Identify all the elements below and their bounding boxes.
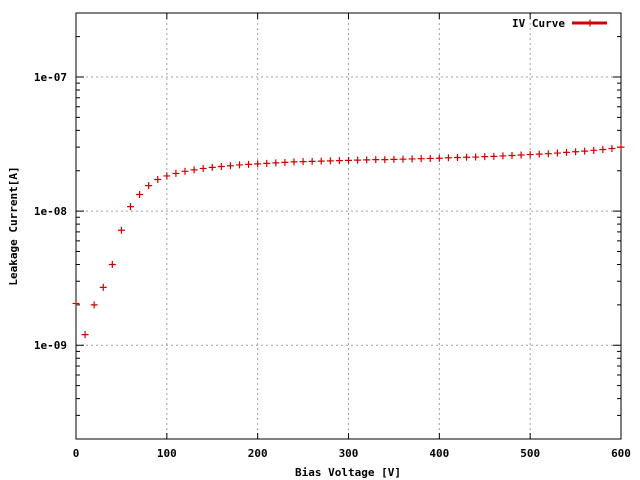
legend-marker <box>586 19 594 27</box>
data-point <box>81 331 89 339</box>
data-point <box>444 154 452 162</box>
y-tick-labels: 1e-09 1e-08 1e-07 <box>34 71 67 352</box>
y-tick-label: 1e-08 <box>34 205 67 218</box>
data-point <box>508 151 516 159</box>
data-point <box>408 155 416 163</box>
data-point <box>136 191 144 199</box>
data-point <box>226 162 234 170</box>
data-point <box>563 148 570 156</box>
data-point <box>354 156 362 164</box>
data-point <box>108 260 116 268</box>
data-point <box>617 143 625 151</box>
x-tick-label: 200 <box>248 447 268 460</box>
y-axis-label: Leakage Current[A] <box>7 166 20 285</box>
data-point <box>608 145 616 153</box>
data-point <box>526 151 534 159</box>
data-point <box>499 152 507 160</box>
data-point <box>163 172 171 180</box>
x-tick-label: 0 <box>73 447 80 460</box>
data-point <box>544 150 552 158</box>
data-point <box>154 176 162 184</box>
x-tick-label: 100 <box>157 447 177 460</box>
data-point <box>535 150 543 158</box>
x-tick-label: 400 <box>429 447 449 460</box>
data-point <box>290 158 298 166</box>
x-axis-label: Bias Voltage [V] <box>295 466 401 479</box>
data-point <box>435 154 443 162</box>
data-point <box>181 167 189 175</box>
data-point <box>426 154 434 162</box>
data-point <box>127 203 134 211</box>
data-point <box>236 161 243 169</box>
data-point <box>590 146 598 154</box>
data-point <box>317 157 325 165</box>
data-point <box>145 182 153 190</box>
data-point <box>381 156 389 164</box>
data-point <box>517 151 525 159</box>
data-point <box>472 153 480 161</box>
data-point <box>281 158 289 166</box>
data-point <box>99 283 107 291</box>
data-markers <box>72 143 625 339</box>
data-point <box>454 154 461 162</box>
data-point <box>417 155 425 163</box>
data-point <box>390 155 398 163</box>
x-tick-label: 300 <box>339 447 359 460</box>
data-point <box>217 163 225 171</box>
data-point <box>254 160 262 168</box>
data-point <box>308 157 316 165</box>
data-point <box>335 157 343 165</box>
data-point <box>490 152 498 160</box>
data-point <box>172 169 180 177</box>
x-tick-labels: 0 100 200 300 400 500 600 <box>73 447 631 460</box>
data-point <box>553 149 561 157</box>
y-tick-label: 1e-07 <box>34 71 67 84</box>
data-point <box>90 301 98 309</box>
data-point <box>199 164 207 172</box>
data-point <box>372 156 380 164</box>
data-point <box>399 155 407 163</box>
legend-label: IV Curve <box>512 17 565 30</box>
data-point <box>208 163 216 171</box>
data-point <box>245 160 253 168</box>
legend: IV Curve <box>512 17 607 30</box>
data-point <box>463 153 471 161</box>
data-point <box>117 226 125 234</box>
x-tick-label: 600 <box>611 447 631 460</box>
data-point <box>299 158 307 166</box>
tick-layer <box>75 13 622 439</box>
data-point <box>72 299 80 307</box>
data-point <box>326 157 334 165</box>
data-point <box>345 156 352 164</box>
y-tick-label: 1e-09 <box>34 339 67 352</box>
x-tick-label: 500 <box>520 447 540 460</box>
data-point <box>263 159 271 167</box>
data-point <box>363 156 371 164</box>
data-point <box>272 159 280 167</box>
data-point <box>599 146 607 154</box>
grid-layer <box>76 13 621 439</box>
data-point <box>581 147 589 155</box>
data-point <box>572 148 580 156</box>
data-point <box>190 166 198 174</box>
data-point <box>481 153 489 161</box>
